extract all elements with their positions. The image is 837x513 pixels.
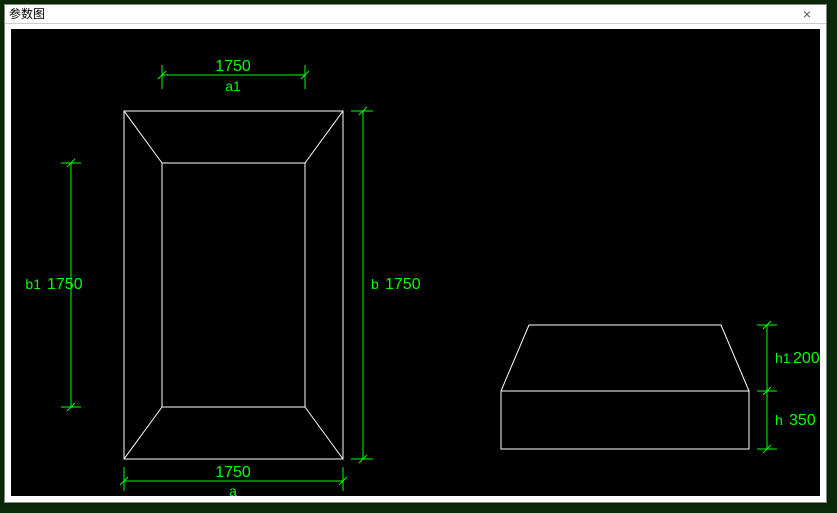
dim-a: 1750 a <box>120 464 347 496</box>
dim-h: h 350 <box>757 391 816 453</box>
dim-b1-label: b1 <box>25 276 41 292</box>
plan-diag-tl <box>124 111 162 163</box>
titlebar: 参数图 × <box>5 5 826 24</box>
dim-h1-value: 200 <box>793 350 820 367</box>
diagram-svg: 1750 a1 1750 a <box>11 29 820 496</box>
dim-h1-label: h1 <box>775 350 791 366</box>
parameter-window: 参数图 × <box>4 4 827 503</box>
app-background: 参数图 × <box>0 0 837 513</box>
plan-inner-rect <box>162 163 305 407</box>
dim-h-value: 350 <box>789 412 816 429</box>
dim-h1: h1 200 <box>757 321 820 395</box>
dim-b1-value: 1750 <box>47 276 83 293</box>
dim-a1: 1750 a1 <box>158 58 309 94</box>
dim-b1: b1 1750 <box>25 159 82 411</box>
dim-b: b 1750 <box>351 107 421 463</box>
plan-diag-br <box>305 407 343 459</box>
drawing-canvas: 1750 a1 1750 a <box>11 29 820 496</box>
dim-a1-value: 1750 <box>215 58 251 75</box>
dim-a1-label: a1 <box>225 78 241 94</box>
plan-diag-tr <box>305 111 343 163</box>
dim-a-label: a <box>229 483 237 496</box>
dim-b-value: 1750 <box>385 276 421 293</box>
dim-a-value: 1750 <box>215 464 251 481</box>
window-title: 参数图 <box>9 5 45 23</box>
plan-diag-bl <box>124 407 162 459</box>
elev-trapezoid <box>501 325 749 391</box>
elev-base-rect <box>501 391 749 449</box>
dim-h-label: h <box>775 412 783 428</box>
dim-b-label: b <box>371 276 379 292</box>
close-icon[interactable]: × <box>792 5 822 23</box>
